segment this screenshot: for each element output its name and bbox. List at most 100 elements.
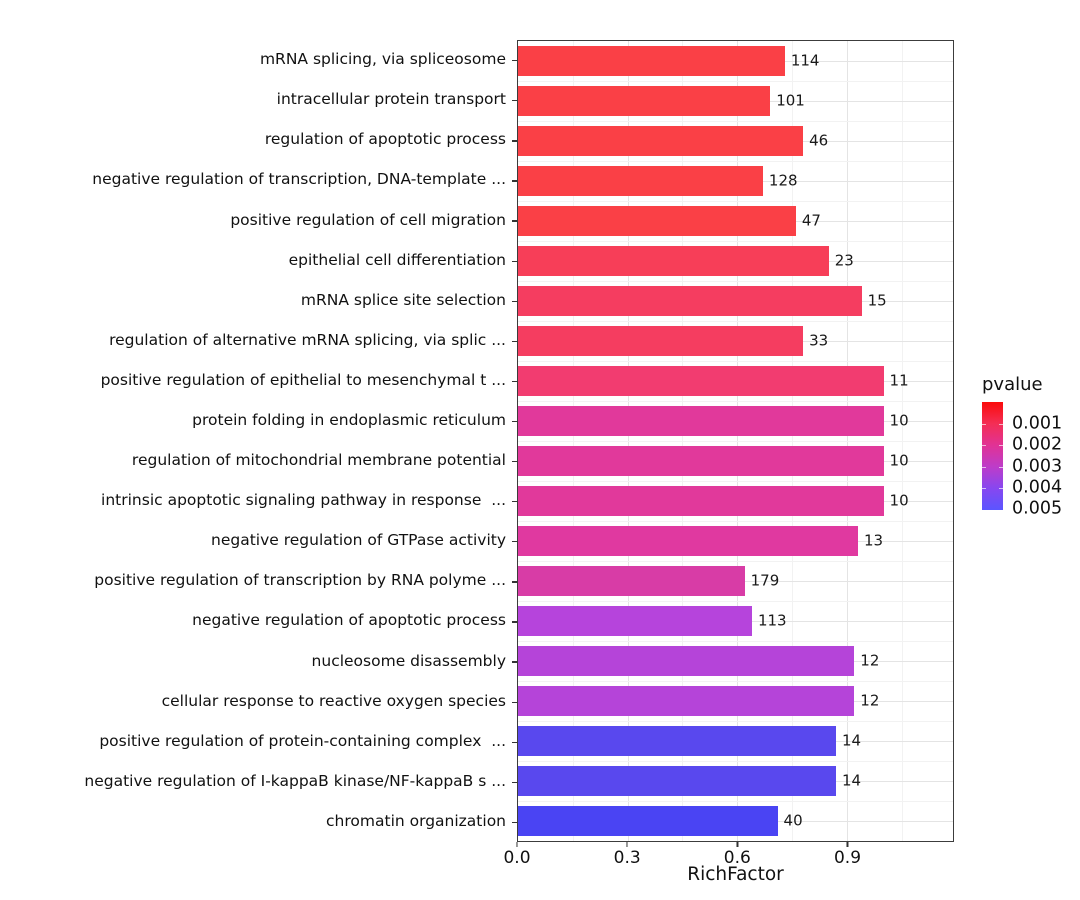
bar-count-label: 113 [757, 611, 787, 630]
y-gridline-minor [518, 561, 953, 562]
y-tick [512, 581, 517, 583]
x-tick: 0.0 [503, 842, 531, 868]
legend-title: pvalue [982, 374, 1043, 395]
bar [518, 366, 884, 396]
category-row: positive regulation of cell migration [0, 200, 517, 240]
bar-count-label: 101 [776, 91, 805, 110]
legend-tick-mark [982, 445, 986, 447]
bar-row: 15 [518, 281, 953, 321]
y-tick [512, 821, 517, 824]
x-tick: 0.9 [834, 842, 861, 867]
category-label: intrinsic apoptotic signaling pathway in… [101, 491, 506, 510]
legend-tick-mark [982, 466, 986, 468]
x-tick-label: 0.3 [613, 848, 641, 868]
category-label: regulation of mitochondrial membrane pot… [131, 451, 506, 470]
category-label: positive regulation of protein-containin… [99, 731, 506, 750]
bar-row: 10 [518, 481, 953, 521]
bar-count-label: 14 [842, 731, 862, 750]
legend-tick-mark [999, 445, 1003, 447]
category-row: positive regulation of transcription by … [0, 561, 517, 601]
bar-row: 14 [518, 761, 953, 801]
y-tick [512, 621, 517, 623]
category-row: negative regulation of GTPase activity [0, 521, 517, 561]
category-label: epithelial cell differentiation [288, 250, 506, 269]
category-row: protein folding in endoplasmic reticulum [0, 401, 517, 441]
category-row: nucleosome disassembly [0, 641, 517, 681]
bar-count-label: 14 [842, 771, 862, 790]
x-axis: 0.0 0.3 0.6 0.9 [503, 842, 954, 882]
bar [518, 806, 778, 836]
bar [518, 126, 804, 156]
bar [518, 326, 804, 356]
category-label: positive regulation of transcription by … [94, 571, 506, 590]
bar-count-label: 12 [860, 691, 880, 710]
category-row: regulation of alternative mRNA splicing,… [0, 321, 517, 361]
y-tick [512, 60, 517, 62]
bar [518, 686, 855, 716]
category-row: mRNA splicing, via spliceosome [0, 40, 517, 80]
bar [518, 446, 884, 476]
legend-tick-label: 0.001 [1012, 413, 1063, 434]
bar-row: 12 [518, 681, 953, 721]
y-tick [512, 701, 517, 703]
bar [518, 246, 829, 276]
x-tick-mark [516, 842, 518, 847]
bar-count-label: 10 [889, 451, 909, 470]
legend-tick-mark [999, 488, 1003, 490]
bar [518, 286, 862, 316]
category-label: chromatin organization [326, 811, 506, 830]
bar-row: 11 [518, 361, 953, 401]
x-axis-title: RichFactor [687, 864, 784, 885]
y-gridline-minor [518, 161, 953, 162]
y-gridline-minor [518, 321, 953, 322]
category-row: mRNA splice site selection [0, 281, 517, 321]
category-label: negative regulation of apoptotic process [192, 611, 506, 630]
y-tick [512, 100, 517, 102]
y-gridline-minor [518, 721, 953, 722]
bar-count-label: 12 [860, 651, 880, 670]
category-label: positive regulation of epithelial to mes… [100, 370, 506, 389]
category-row: positive regulation of protein-containin… [0, 722, 517, 762]
category-label: negative regulation of GTPase activity [211, 531, 506, 550]
legend-tick-mark [982, 488, 986, 490]
bar-count-label: 114 [790, 51, 820, 70]
bar [518, 646, 855, 676]
x-tick-label: 0.0 [503, 848, 531, 868]
y-gridline-minor [518, 601, 953, 602]
legend-colorbar [982, 402, 1003, 510]
bar-row: 12 [518, 641, 953, 681]
bar-row: 40 [518, 801, 953, 841]
bar [518, 526, 858, 556]
legend-tick-label: 0.005 [1012, 498, 1063, 519]
bar-row: 46 [518, 121, 953, 161]
y-gridline-minor [518, 81, 953, 82]
category-row: intracellular protein transport [0, 80, 517, 120]
bar-row: 128 [518, 161, 953, 201]
y-gridline-minor [518, 441, 953, 442]
bar-row: 23 [518, 241, 953, 281]
x-tick-mark [736, 842, 738, 847]
plot-panel: 114 101 46 128 47 23 15 33 11 10 10 10 13 179 113 12 12 1… [517, 40, 954, 842]
y-tick [512, 741, 517, 743]
bar-count-label: 179 [750, 571, 780, 590]
bar-row: 14 [518, 721, 953, 761]
category-label: negative regulation of transcription, DN… [92, 170, 506, 189]
category-row: negative regulation of I-kappaB kinase/N… [0, 762, 517, 802]
bar [518, 166, 763, 196]
bar-row: 47 [518, 201, 953, 241]
x-tick-mark [846, 842, 849, 847]
bar-count-label: 11 [889, 371, 909, 390]
bar-row: 101 [518, 81, 953, 121]
bar-count-label: 128 [768, 171, 798, 190]
bar [518, 726, 837, 756]
legend-tick-mark [999, 466, 1003, 468]
x-tick-mark [626, 842, 628, 847]
y-gridline-minor [518, 521, 953, 522]
category-label: regulation of alternative mRNA splicing,… [109, 330, 506, 349]
category-label: mRNA splice site selection [300, 290, 506, 309]
x-tick: 0.6 [724, 842, 751, 867]
bar [518, 766, 837, 796]
bar-row: 10 [518, 441, 953, 481]
bar-row: 114 [518, 41, 953, 81]
